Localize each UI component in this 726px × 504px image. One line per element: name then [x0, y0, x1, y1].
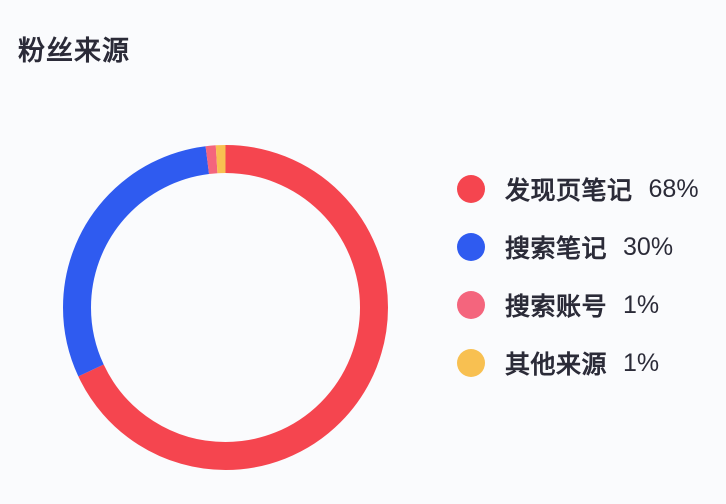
legend-item-4[interactable]: 其他来源 1% [457, 334, 707, 392]
legend-item-label: 搜索账号 [505, 293, 608, 321]
legend-item-label: 其他来源 [505, 351, 608, 379]
donut-chart [63, 145, 388, 470]
legend-item-label: 搜索笔记 [505, 235, 608, 263]
legend-item-value: 30% [623, 232, 674, 261]
legend-item-value: 68% [648, 174, 699, 203]
circle-swatch-icon [457, 349, 485, 377]
legend-item-label: 发现页笔记 [505, 177, 633, 205]
donut-segment-group [63, 145, 388, 470]
donut-slice-2[interactable] [63, 145, 388, 470]
donut-chart-svg [63, 145, 388, 470]
donut-slice-4[interactable] [63, 145, 388, 470]
legend-item-value: 1% [623, 290, 660, 319]
legend-item-3[interactable]: 搜索账号 1% [457, 276, 707, 334]
legend-item-value: 1% [623, 348, 660, 377]
page-title: 粉丝来源 [18, 36, 130, 66]
legend-item-2[interactable]: 搜索笔记 30% [457, 218, 707, 276]
circle-swatch-icon [457, 291, 485, 319]
legend-item-1[interactable]: 发现页笔记 68% [457, 160, 707, 218]
chart-legend: 发现页笔记 68% 搜索笔记 30% 搜索账号 1% 其他来源 1% [457, 160, 707, 392]
circle-swatch-icon [457, 233, 485, 261]
circle-swatch-icon [457, 175, 485, 203]
